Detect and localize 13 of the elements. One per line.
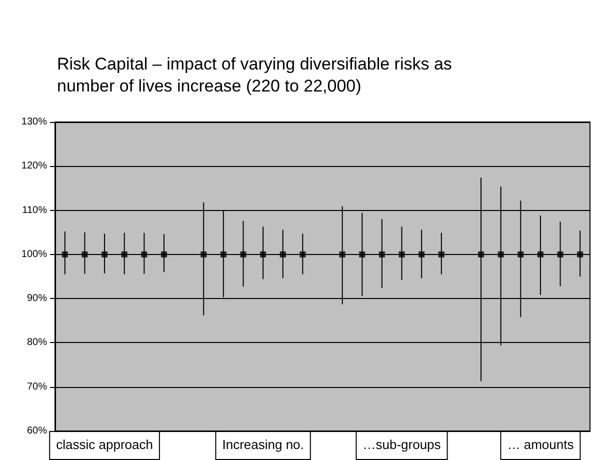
chart-title: Risk Capital – impact of varying diversifiable risks as number of lives increase (220 to 22,000) <box>57 54 457 96</box>
x-tick-label: …sub-groups <box>362 437 442 452</box>
y-tick-label: 80% <box>26 337 48 348</box>
y-tick-label: 100% <box>21 248 48 260</box>
y-tick-label: 60% <box>26 426 48 436</box>
x-tick-label: … amounts <box>507 437 574 452</box>
y-tick-label: 110% <box>22 204 48 216</box>
y-tick-label: 120% <box>21 160 48 172</box>
y-tick-label: 70% <box>26 381 48 392</box>
x-tick-label: Increasing no. <box>222 437 304 452</box>
y-tick-label: 90% <box>26 293 48 304</box>
x-tick-label: classic approach <box>56 437 153 452</box>
y-tick-label: 130% <box>21 116 48 128</box>
